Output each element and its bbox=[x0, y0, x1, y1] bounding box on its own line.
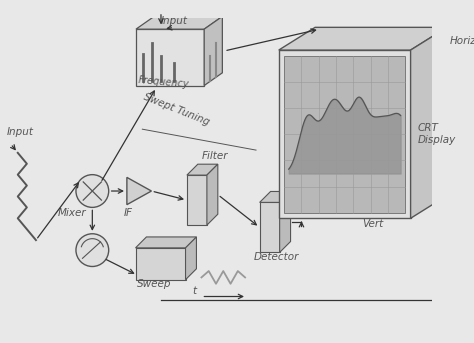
Text: Sweep: Sweep bbox=[137, 279, 172, 289]
Text: Horiz: Horiz bbox=[450, 36, 474, 46]
Text: Filter: Filter bbox=[201, 151, 228, 161]
Text: CRT
Display: CRT Display bbox=[418, 123, 456, 145]
Polygon shape bbox=[410, 27, 447, 218]
Polygon shape bbox=[136, 237, 196, 248]
Text: Input: Input bbox=[161, 16, 188, 26]
Polygon shape bbox=[136, 16, 222, 29]
Text: Vert: Vert bbox=[363, 220, 383, 229]
Text: Mixer: Mixer bbox=[58, 209, 86, 218]
Text: Detector: Detector bbox=[253, 252, 299, 262]
Polygon shape bbox=[279, 27, 447, 50]
Polygon shape bbox=[207, 164, 218, 225]
Text: IF: IF bbox=[123, 208, 132, 217]
Circle shape bbox=[76, 234, 109, 267]
Polygon shape bbox=[279, 50, 410, 218]
Polygon shape bbox=[136, 29, 204, 85]
Polygon shape bbox=[127, 177, 151, 205]
Polygon shape bbox=[187, 164, 218, 175]
Text: Swept Tuning: Swept Tuning bbox=[142, 92, 211, 128]
Text: Frequency: Frequency bbox=[138, 75, 190, 90]
Bar bbox=[284, 56, 405, 213]
Polygon shape bbox=[187, 175, 207, 225]
Polygon shape bbox=[280, 191, 291, 252]
Text: t: t bbox=[192, 286, 197, 296]
Polygon shape bbox=[185, 237, 196, 280]
Polygon shape bbox=[260, 202, 280, 252]
Text: Input: Input bbox=[7, 127, 34, 137]
Polygon shape bbox=[204, 16, 222, 85]
Polygon shape bbox=[260, 191, 291, 202]
Circle shape bbox=[76, 175, 109, 208]
Polygon shape bbox=[136, 248, 185, 280]
